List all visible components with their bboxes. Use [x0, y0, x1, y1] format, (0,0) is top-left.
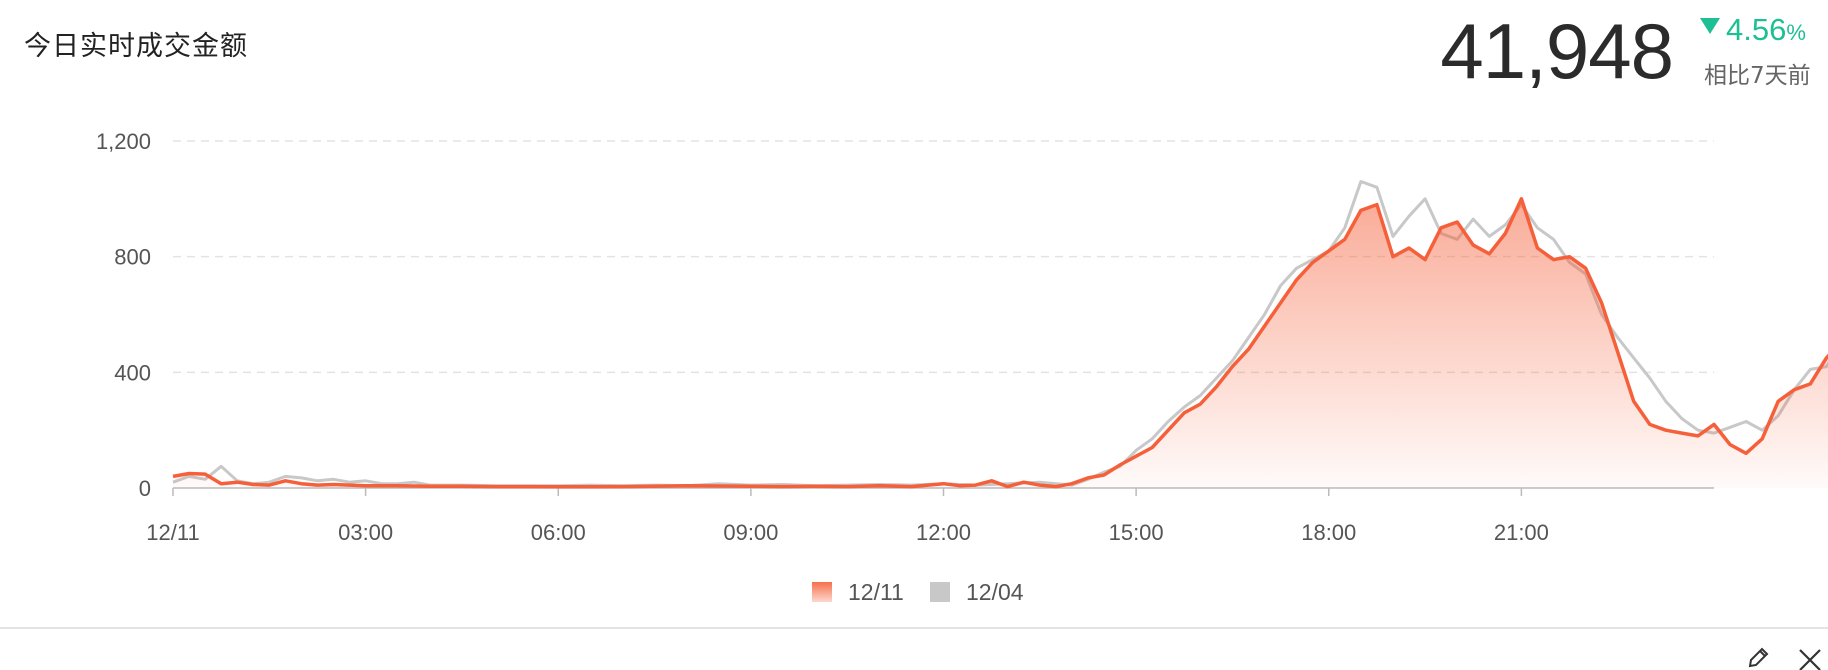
x-tick-label: 15:00: [1109, 520, 1164, 545]
triangle-down-icon: [1700, 18, 1720, 34]
divider: [0, 627, 1828, 629]
legend[interactable]: 12/11 12/04: [812, 579, 1024, 605]
kpi-value: 41,948: [1440, 7, 1674, 95]
x-tick-label: 21:00: [1494, 520, 1549, 545]
edit-icon[interactable]: [1744, 644, 1772, 670]
x-tick-label: 18:00: [1301, 520, 1356, 545]
series-area-12-11: [173, 198, 1828, 488]
card-title: 今日实时成交金额: [24, 31, 248, 62]
y-tick-label: 800: [114, 245, 151, 270]
legend-label-12-04: 12/04: [966, 579, 1024, 605]
legend-label-12-11: 12/11: [848, 579, 904, 605]
legend-swatch-12-04: [930, 582, 950, 602]
kpi-change: 4.56%: [1700, 12, 1806, 48]
kpi-change-unit: %: [1786, 20, 1806, 45]
y-tick-label: 1,200: [96, 129, 151, 154]
grid-layer: [173, 140, 1714, 374]
series-layer: [172, 180, 1828, 489]
x-tick-label: 06:00: [531, 520, 586, 545]
close-icon[interactable]: [1796, 644, 1824, 670]
x-tick-label: 03:00: [338, 520, 393, 545]
y-tick-label: 0: [139, 476, 151, 501]
kpi-change-value: 4.56: [1726, 12, 1787, 47]
realtime-amount-chart[interactable]: 0 400 800 1,200 12/11 03:00 06:00 09:00 12:00 15:…: [0, 0, 1828, 620]
series-line-12-11: [172, 197, 1828, 489]
y-tick-label: 400: [114, 360, 151, 385]
legend-swatch-12-11: [812, 582, 832, 602]
x-tick-label: 12/11: [146, 520, 199, 545]
kpi-compare-label: 相比7天前: [1704, 63, 1811, 89]
x-tick-label: 09:00: [723, 520, 778, 545]
series-line-12-04: [172, 180, 1828, 488]
x-tick-label: 12:00: [916, 520, 971, 545]
